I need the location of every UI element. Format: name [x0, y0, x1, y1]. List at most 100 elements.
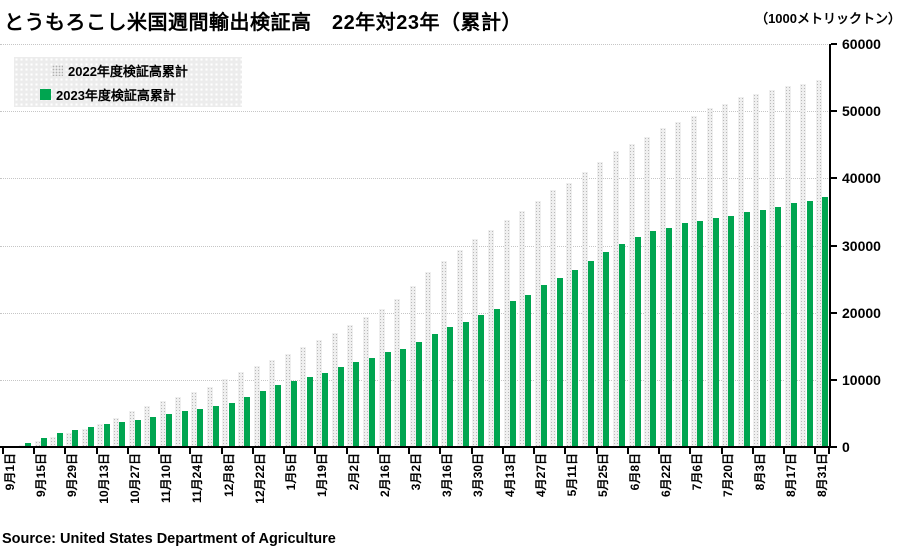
x-axis-tick: [95, 448, 98, 454]
plot-area: [0, 44, 832, 447]
bar-2023: [431, 334, 438, 447]
legend-item-2023: 2023年度検証高累計: [14, 82, 242, 106]
x-axis-label: 8月31日: [815, 453, 830, 498]
bar-2023: [790, 203, 797, 447]
gridline-30000: [0, 245, 832, 247]
bar-2022: [19, 444, 26, 447]
bar-2022: [394, 299, 401, 447]
bar-2022: [331, 332, 338, 447]
bar-2022: [441, 260, 448, 447]
x-axis-label: 1月19日: [315, 453, 330, 498]
x-axis-tick: [220, 448, 223, 454]
bar-2022: [175, 396, 182, 447]
x-axis-label: 4月13日: [502, 453, 517, 498]
x-axis-label: 9月15日: [34, 453, 49, 498]
bar-2023: [103, 424, 110, 447]
bar-2022: [503, 219, 510, 447]
x-axis-label: 10月27日: [127, 453, 142, 504]
bar-2023: [478, 314, 485, 447]
x-axis-label: 3月2日: [409, 453, 423, 491]
bar-2022: [144, 406, 151, 447]
x-axis-tick: [64, 448, 67, 454]
bar-2022: [628, 144, 635, 447]
bar-2023: [337, 367, 344, 447]
bar-2022: [269, 359, 276, 447]
y-axis-tick: [831, 110, 837, 113]
legend: 2022年度検証高累計 2023年度検証高累計: [14, 57, 242, 107]
x-axis-label: 6月22日: [658, 453, 673, 498]
bar-2022: [519, 210, 526, 447]
bar-2022: [66, 432, 73, 447]
bar-2023: [603, 252, 610, 447]
bar-2022: [425, 271, 432, 447]
x-axis-tick: [283, 448, 286, 454]
bar-2022: [237, 372, 244, 447]
bar-2023: [369, 358, 376, 447]
bar-2023: [384, 352, 391, 447]
bar-2022: [566, 183, 572, 447]
bar-2022: [690, 115, 697, 447]
y-axis-line: [829, 44, 831, 448]
y-axis-tick: [831, 177, 837, 180]
x-axis-label: 3月30日: [471, 453, 486, 498]
y-axis-label: 0: [842, 439, 850, 455]
x-axis-label: 10月13日: [96, 453, 111, 504]
bar-2023: [72, 429, 79, 447]
bar-2022: [206, 386, 213, 447]
x-axis-tick: [751, 448, 754, 454]
bar-2023: [728, 215, 735, 447]
bar-2022: [50, 436, 57, 447]
bar-2023: [197, 408, 204, 447]
legend-swatch-2022-icon: [52, 64, 63, 76]
bar-2023: [462, 322, 469, 447]
bar-2022: [284, 353, 291, 447]
bar-2023: [572, 269, 579, 447]
x-axis-tick: [251, 448, 254, 454]
x-axis-label: 7月20日: [721, 453, 736, 498]
bar-2022: [253, 366, 260, 447]
gridline-20000: [0, 312, 832, 314]
bar-2022: [659, 127, 666, 447]
bar-2023: [259, 391, 266, 447]
bar-2023: [619, 244, 626, 447]
x-axis-tick: [564, 448, 567, 454]
y-axis-label: 60000: [842, 36, 881, 52]
bar-2023: [447, 326, 454, 447]
y-axis-label: 20000: [842, 304, 881, 321]
bar-2023: [134, 420, 141, 447]
bar-2022: [81, 428, 88, 447]
x-axis-label: 8月17日: [783, 453, 798, 498]
bar-2022: [534, 200, 541, 447]
bar-2023: [775, 207, 782, 447]
bar-2023: [712, 217, 719, 447]
bar-2022: [34, 440, 41, 447]
gridline-50000: [0, 111, 832, 113]
x-axis-label: 5月11日: [565, 453, 580, 497]
bar-2023: [181, 411, 188, 447]
x-axis-label: 1月5日: [284, 453, 299, 491]
x-axis-tick: [501, 448, 504, 454]
bar-2022: [378, 308, 385, 447]
bar-2023: [322, 373, 329, 447]
y-axis-tick: [831, 244, 837, 247]
bar-2022: [769, 90, 776, 447]
x-axis-tick: [158, 448, 161, 454]
bar-2022: [472, 239, 479, 447]
x-axis-tick: [439, 448, 442, 454]
bar-2022: [550, 190, 557, 447]
bar-2023: [540, 285, 547, 447]
x-axis-label: 11月24日: [190, 453, 205, 504]
x-axis-label: 9月1日: [2, 453, 17, 491]
x-axis-tick: [595, 448, 598, 454]
bar-2023: [525, 294, 532, 447]
bar-2022: [112, 418, 119, 447]
bar-2023: [587, 260, 594, 447]
y-axis-tick: [831, 446, 837, 448]
bar-2022: [191, 391, 198, 447]
x-axis-label: 12月22日: [252, 453, 267, 504]
y-axis-label: 30000: [842, 237, 881, 254]
y-axis-tick: [831, 43, 837, 45]
bar-2023: [634, 237, 641, 447]
bar-2023: [415, 341, 422, 447]
